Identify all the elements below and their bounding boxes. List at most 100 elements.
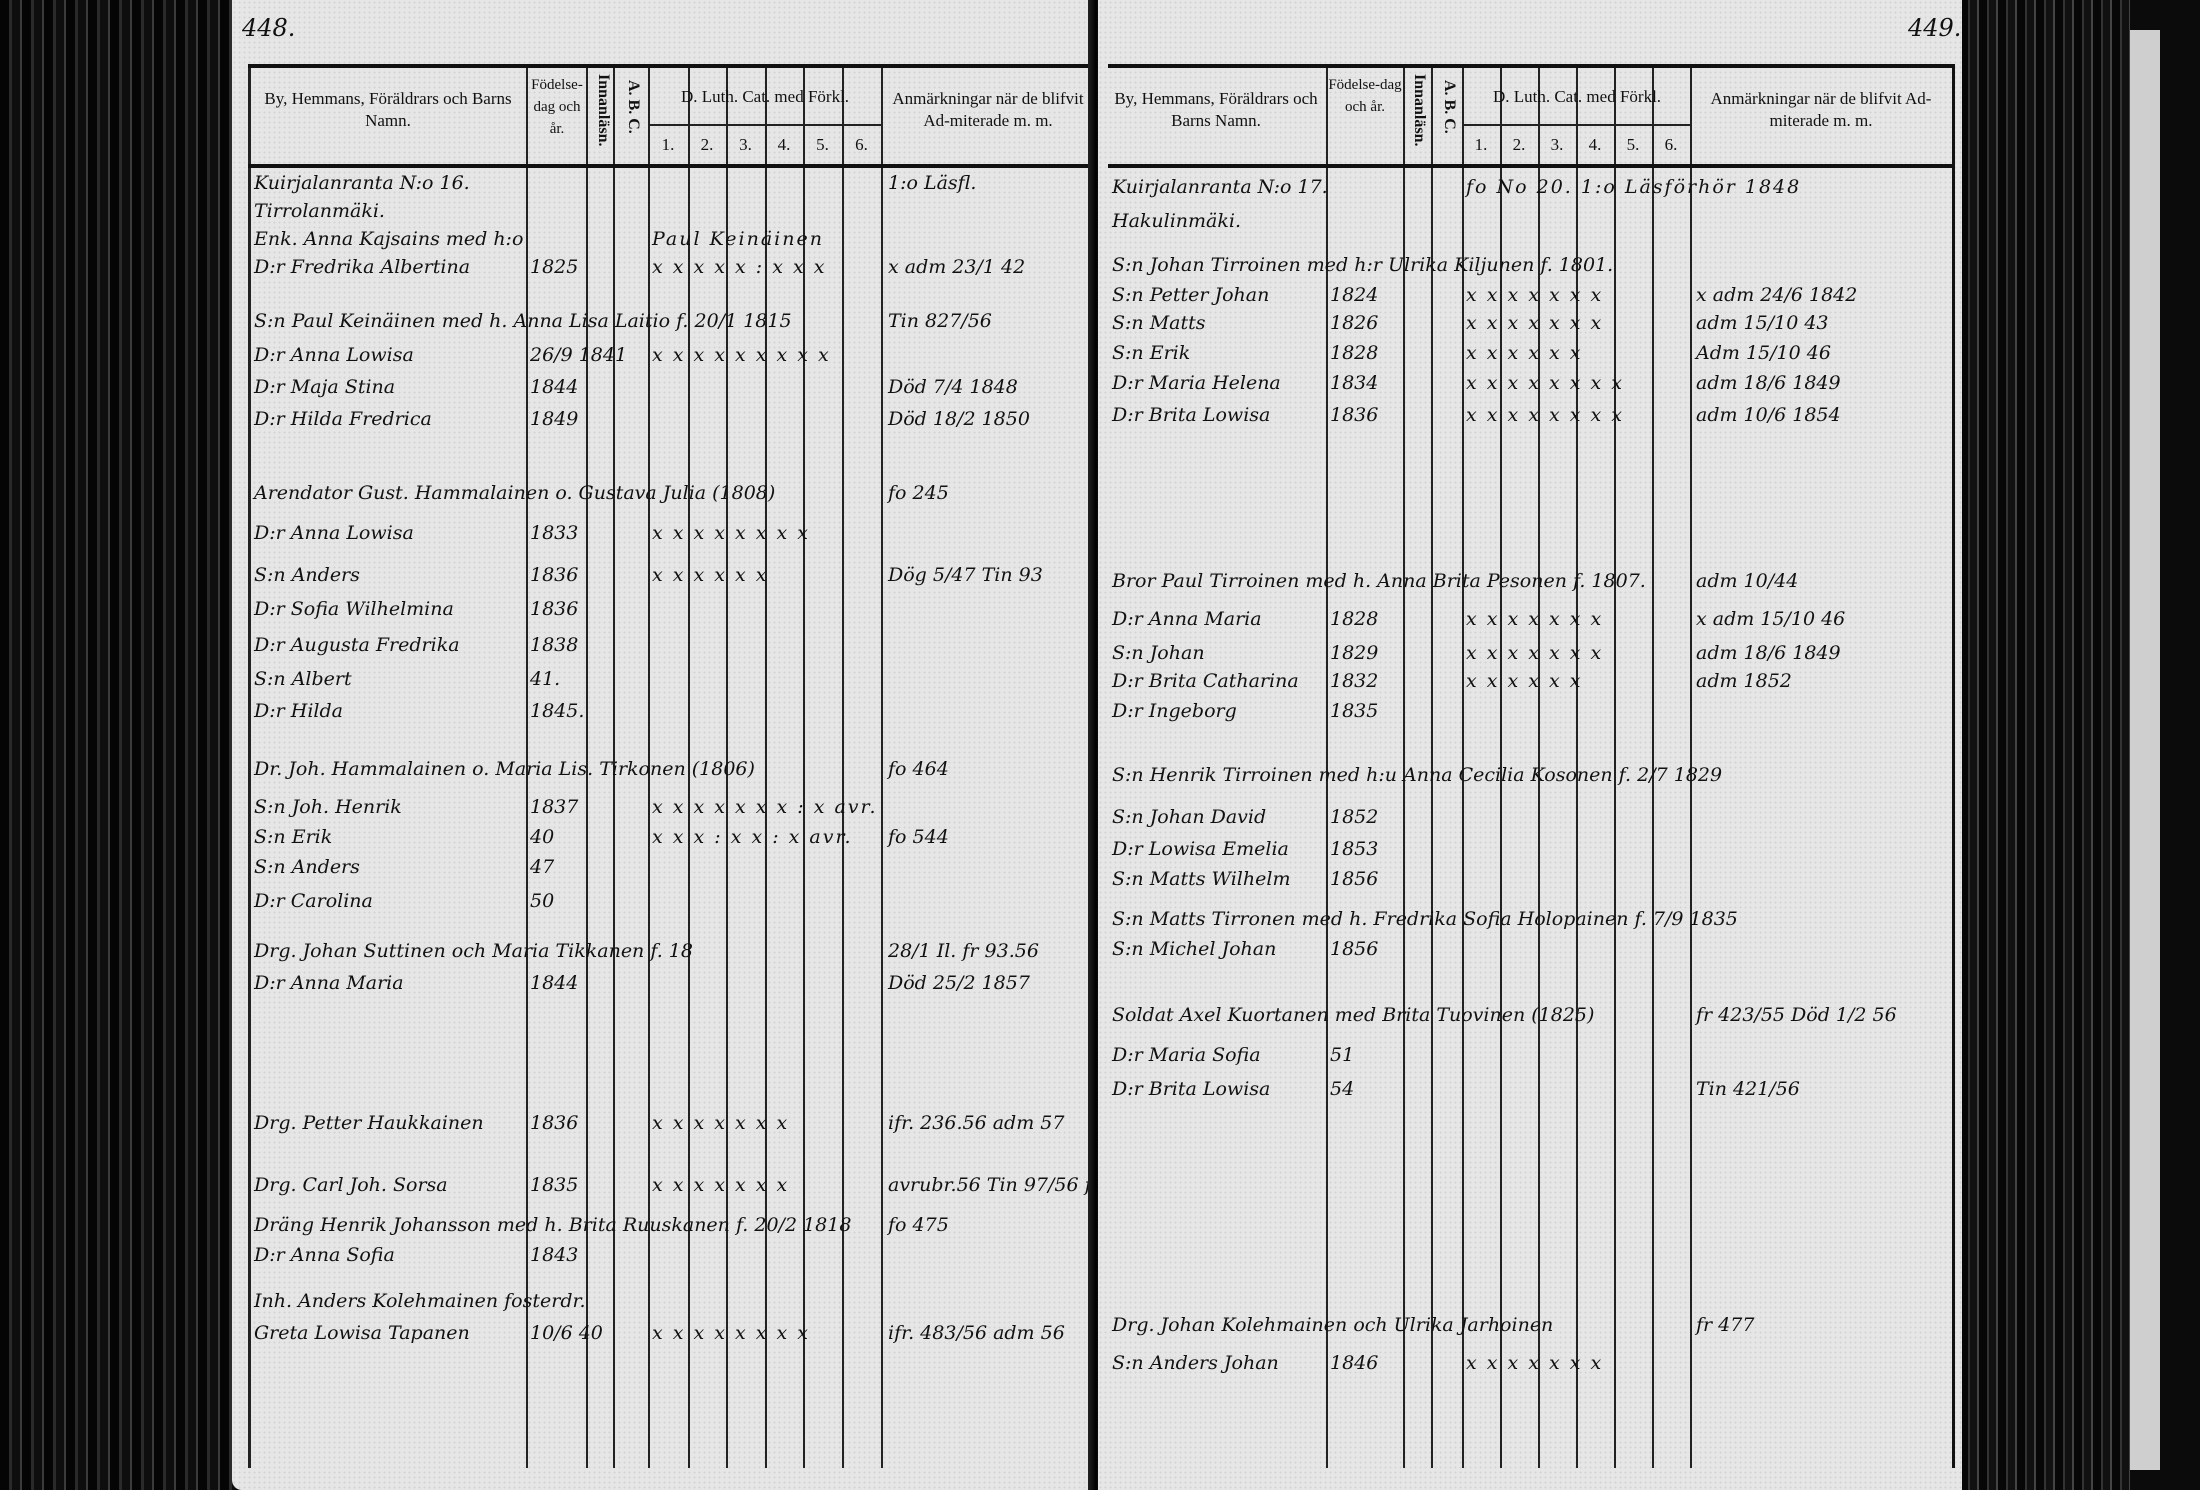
entry-birth-date: 51: [1330, 1044, 1355, 1066]
entry-name: D:r Brita Lowisa: [1112, 1078, 1271, 1100]
entry-name: Soldat Axel Kuortanen med Brita Tuovinen…: [1112, 1004, 1595, 1026]
entry-birth-date: 1835: [530, 1174, 579, 1196]
entry-catechism-marks: x x x x x x x x: [1466, 372, 1624, 394]
header-reading: Innanläsn.: [595, 74, 612, 147]
entry-catechism-marks: x x x x x x: [652, 564, 769, 586]
entry-remark: avrubr.56 Tin 97/56 fo 441: [888, 1174, 1146, 1196]
cat-num: 1.: [661, 135, 675, 154]
entry-catechism-marks: x x x x x x x x: [1466, 404, 1624, 426]
entry-birth-date: 1845.: [530, 700, 585, 722]
entry-name: Bror Paul Tirroinen med h. Anna Brita Pe…: [1112, 570, 1646, 592]
entry-remark: adm 15/10 43: [1696, 312, 1829, 334]
entry-birth-date: 1846: [1330, 1352, 1379, 1374]
entry-remark: adm 10/6 1854: [1696, 404, 1841, 426]
page-strip: [2130, 30, 2160, 1470]
entry-name: D:r Anna Sofia: [254, 1244, 395, 1266]
entry-name: S:n Petter Johan: [1112, 284, 1270, 306]
cat-num: 5.: [1626, 135, 1640, 154]
header-catechism: D. Luth. Cat. med Förkl.: [680, 87, 850, 106]
entry-name: S:n Henrik Tirroinen med h:u Anna Cecili…: [1112, 764, 1723, 786]
entry-remark: Tin 827/56: [888, 310, 992, 332]
entry-name: S:n Anders Johan: [1112, 1352, 1279, 1374]
page-number: 448.: [242, 14, 296, 42]
entry-remark: Adm 15/10 46: [1696, 342, 1831, 364]
entry-name: Greta Lowisa Tapanen: [254, 1322, 470, 1344]
entry-name: Hakulinmäki.: [1112, 210, 1242, 232]
entry-name: Inh. Anders Kolehmainen fosterdr.: [254, 1290, 586, 1312]
cat-num: 3.: [1550, 135, 1564, 154]
entry-catechism-marks: x x x x x x x x x: [652, 344, 831, 366]
entry-name: D:r Anna Maria: [1112, 608, 1262, 630]
entry-remark: 1:o Läsfl.: [888, 172, 977, 194]
entry-name: Kuirjalanranta N:o 16.: [254, 172, 470, 194]
entry-birth-date: 1838: [530, 634, 579, 656]
header-catechism: D. Luth. Cat. med Förkl.: [1492, 87, 1662, 106]
entry-birth-date: 10/6 40: [530, 1322, 603, 1344]
entry-name: Kuirjalanranta N:o 17.: [1112, 176, 1328, 198]
entry-name: D:r Brita Lowisa: [1112, 404, 1271, 426]
entry-birth-date: 1836: [530, 564, 579, 586]
entry-name: Drg. Johan Kolehmainen och Ulrika Jarhoi…: [1112, 1314, 1554, 1336]
entry-name: D:r Maja Stina: [254, 376, 396, 398]
cat-num: 4.: [777, 135, 791, 154]
entry-name: Dr. Joh. Hammalainen o. Maria Lis. Tirko…: [254, 758, 755, 780]
entry-catechism-marks: x x x x x x x: [1466, 1352, 1604, 1374]
entry-name: S:n Matts Tirronen med h. Fredrika Sofia…: [1112, 908, 1738, 930]
entry-remark: fo 245: [888, 482, 949, 504]
entry-catechism-marks: x x x x x : x x x: [652, 256, 827, 278]
header-remarks: Anmärkningar när de blifvit Ad-miterade …: [892, 89, 1084, 130]
entry-name: S:n Anders: [254, 564, 360, 586]
left-page: 448. By, Hemmans, Föräldrars och Barns N…: [232, 0, 1145, 1490]
entry-name: D:r Brita Catharina: [1112, 670, 1299, 692]
entry-name: S:n Erik: [254, 826, 333, 848]
register-table: By, Hemmans, Föräldrars och Barns Namn. …: [1108, 64, 1955, 1468]
table-header: By, Hemmans, Föräldrars och Barns Namn. …: [1108, 68, 1952, 168]
entry-remark: fo 544: [888, 826, 949, 848]
entry-remark: Tin 421/56: [1696, 1078, 1800, 1100]
entry-remark: Dög 5/47 Tin 93: [888, 564, 1043, 586]
entry-birth-date: 40: [530, 826, 555, 848]
cat-num: 2.: [1512, 135, 1526, 154]
cat-num: 5.: [816, 135, 829, 154]
entry-name: D:r Hilda: [254, 700, 343, 722]
entry-birth-date: 1852: [1330, 806, 1379, 828]
entry-name: S:n Anders: [254, 856, 360, 878]
entry-catechism-marks: Paul Keinäinen: [652, 228, 824, 250]
entry-name: S:n Paul Keinäinen med h. Anna Lisa Lait…: [254, 310, 792, 332]
entry-remark: adm 18/6 1849: [1696, 372, 1841, 394]
entry-catechism-marks: x x x x x x x: [1466, 312, 1604, 334]
entry-name: Drg. Carl Joh. Sorsa: [254, 1174, 448, 1196]
entry-remark: fo 475: [888, 1214, 949, 1236]
entry-birth-date: 50: [530, 890, 555, 912]
table-header: By, Hemmans, Föräldrars och Barns Namn. …: [248, 68, 1092, 168]
entry-name: S:n Johan: [1112, 642, 1205, 664]
entry-birth-date: 1836: [1330, 404, 1379, 426]
entry-catechism-marks: x x x x x x x: [652, 1174, 790, 1196]
book-edge-right: [1960, 0, 2130, 1490]
entry-name: Drg. Johan Suttinen och Maria Tikkanen f…: [254, 940, 693, 962]
entry-birth-date: 1856: [1330, 938, 1379, 960]
entry-name: Dräng Henrik Johansson med h. Brita Ruus…: [254, 1214, 852, 1236]
header-remarks: Anmärkningar när de blifvit Ad-miterade …: [1710, 89, 1932, 130]
register-table: By, Hemmans, Föräldrars och Barns Namn. …: [248, 64, 1145, 1468]
page-number: 449.: [1908, 14, 1962, 42]
book-edge-left: [0, 0, 235, 1490]
header-name: By, Hemmans, Föräldrars och Barns Namn.: [264, 89, 512, 130]
entry-name: S:n Johan Tirroinen med h:r Ulrika Kilju…: [1112, 254, 1614, 276]
header-abc: A. B. C.: [625, 80, 642, 134]
entry-name: S:n Johan David: [1112, 806, 1267, 828]
entry-remark: ifr. 483/56 adm 56: [888, 1322, 1065, 1344]
header-name: By, Hemmans, Föräldrars och Barns Namn.: [1114, 89, 1318, 130]
entry-catechism-marks: x x x x x x x: [1466, 642, 1604, 664]
entry-birth-date: 1832: [1330, 670, 1379, 692]
entry-birth-date: 41.: [530, 668, 561, 690]
entry-birth-date: 1833: [530, 522, 579, 544]
entry-remark: adm 18/6 1849: [1696, 642, 1841, 664]
entry-birth-date: 1849: [530, 408, 579, 430]
entry-name: D:r Ingeborg: [1112, 700, 1237, 722]
entry-birth-date: 1826: [1330, 312, 1379, 334]
entry-remark: x adm 23/1 42: [888, 256, 1026, 278]
entry-remark: fo 464: [888, 758, 949, 780]
header-abc: A. B. C.: [1441, 80, 1458, 134]
entry-birth-date: 54: [1330, 1078, 1355, 1100]
